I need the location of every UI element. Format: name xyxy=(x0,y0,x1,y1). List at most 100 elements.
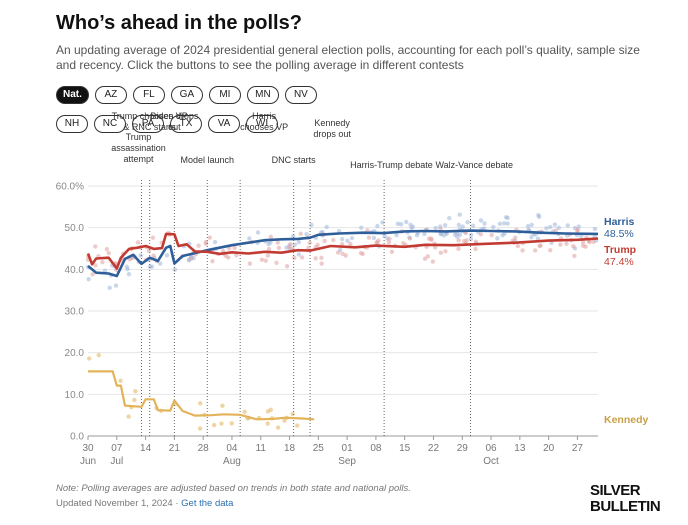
x-tick-label: 14 xyxy=(140,443,152,454)
contest-button-va[interactable]: VA xyxy=(208,115,240,133)
poll-dot xyxy=(358,250,364,256)
poll-dot xyxy=(124,264,129,269)
poll-dot xyxy=(503,215,509,220)
poll-dot xyxy=(287,245,292,250)
event-label: Model launch xyxy=(181,155,235,165)
y-tick-label: 40.0 xyxy=(65,265,85,276)
poll-dot xyxy=(457,212,462,217)
poll-dot xyxy=(118,378,123,383)
poll-dot xyxy=(93,263,98,268)
label-trump-name: Trump xyxy=(604,244,636,256)
poll-dot xyxy=(211,422,217,428)
updated-line: Updated November 1, 2024 · Get the data xyxy=(56,498,233,509)
poll-dot xyxy=(229,421,234,426)
poll-dot xyxy=(259,257,265,262)
poll-dot xyxy=(126,414,131,419)
poll-dot xyxy=(558,242,563,247)
contest-buttons-row-2: NH NC PA TX VA WI xyxy=(56,115,278,133)
poll-dot xyxy=(197,426,203,431)
x-tick-label: 28 xyxy=(198,443,210,454)
x-tick-label: 30 xyxy=(82,443,94,454)
get-data-link[interactable]: Get the data xyxy=(181,498,234,509)
poll-dot xyxy=(196,243,201,248)
x-tick-label: 21 xyxy=(169,443,181,454)
poll-dot xyxy=(340,251,345,257)
updated-date: Updated November 1, 2024 · xyxy=(56,498,179,509)
poll-dot xyxy=(299,255,305,260)
contest-button-national[interactable]: Nat. xyxy=(56,86,89,104)
contest-button-mi[interactable]: MI xyxy=(208,86,241,104)
event-label: Trump chooses VP & RNC starts xyxy=(112,111,188,132)
poll-dot xyxy=(592,226,598,232)
poll-dot xyxy=(263,258,268,263)
poll-dot xyxy=(538,243,543,248)
poll-dot xyxy=(443,249,448,254)
poll-dot xyxy=(339,241,345,247)
poll-dot xyxy=(234,252,239,258)
poll-dot xyxy=(306,245,311,251)
y-tick-label: 0.0 xyxy=(70,432,84,443)
poll-dot xyxy=(422,256,428,261)
poll-dot xyxy=(93,244,98,249)
contest-button-wi[interactable]: WI xyxy=(246,115,278,133)
poll-dot xyxy=(482,221,487,226)
contest-button-fl[interactable]: FL xyxy=(132,86,165,104)
poll-dot xyxy=(107,285,112,291)
contest-button-nv[interactable]: NV xyxy=(284,86,317,104)
y-tick-label: 10.0 xyxy=(65,390,85,401)
label-trump-value: 47.4% xyxy=(604,256,634,268)
x-tick-label: 15 xyxy=(399,443,411,454)
contest-button-mn[interactable]: MN xyxy=(246,86,279,104)
poll-dot xyxy=(529,222,534,228)
poll-dot xyxy=(495,236,500,241)
contest-button-nc[interactable]: NC xyxy=(94,115,126,133)
poll-dot xyxy=(223,253,228,259)
poll-dot xyxy=(309,222,314,228)
poll-dot xyxy=(525,224,531,229)
logo-line-1: SILVER xyxy=(590,482,641,499)
contest-button-nh[interactable]: NH xyxy=(56,115,88,133)
poll-dot xyxy=(266,241,271,247)
poll-dot xyxy=(386,240,392,245)
x-tick-label: 01 xyxy=(342,443,354,454)
contest-button-az[interactable]: AZ xyxy=(94,86,127,104)
poll-dot xyxy=(324,224,329,230)
poll-dot xyxy=(497,221,503,226)
poll-dot xyxy=(428,236,434,241)
poll-dot xyxy=(266,246,272,252)
x-tick-label: 18 xyxy=(284,443,296,454)
poll-dot xyxy=(296,252,302,257)
poll-dot xyxy=(219,421,224,426)
y-tick-label: 30.0 xyxy=(65,307,85,318)
poll-dot xyxy=(478,232,483,237)
chart-axes: 0.0 10.0 20.0 30.0 40.0 50.0 60.0% 30 Jun 07 Jul 14… xyxy=(56,182,584,468)
contest-button-tx[interactable]: TX xyxy=(170,115,202,133)
poll-dot xyxy=(247,236,252,241)
poll-dot xyxy=(157,261,163,266)
poll-dot xyxy=(515,243,521,249)
poll-dot xyxy=(319,255,324,261)
series-line-harris xyxy=(87,229,599,278)
series-line-kennedy xyxy=(88,370,315,421)
poll-dot xyxy=(565,223,570,228)
y-tick-label: 50.0 xyxy=(65,223,85,234)
x-tick-label: 11 xyxy=(256,443,267,454)
contest-buttons-row-1: Nat. AZ FL GA MI MN NV xyxy=(56,86,317,104)
poll-dot xyxy=(135,240,141,245)
contest-button-ga[interactable]: GA xyxy=(170,86,203,104)
poll-dot xyxy=(564,241,569,246)
event-label: Harris-Trump debate xyxy=(350,160,433,170)
poll-dot xyxy=(164,253,170,258)
page-title: Who’s ahead in the polls? xyxy=(56,12,302,34)
poll-dot xyxy=(295,423,300,428)
poll-dot xyxy=(212,239,218,245)
poll-dot xyxy=(106,251,111,256)
poll-dot xyxy=(296,239,302,245)
poll-dot xyxy=(304,231,309,237)
series-line-trump xyxy=(86,232,599,270)
contest-button-pa[interactable]: PA xyxy=(132,115,164,133)
event-label: DNC starts xyxy=(272,155,317,165)
poll-dot xyxy=(265,421,270,426)
